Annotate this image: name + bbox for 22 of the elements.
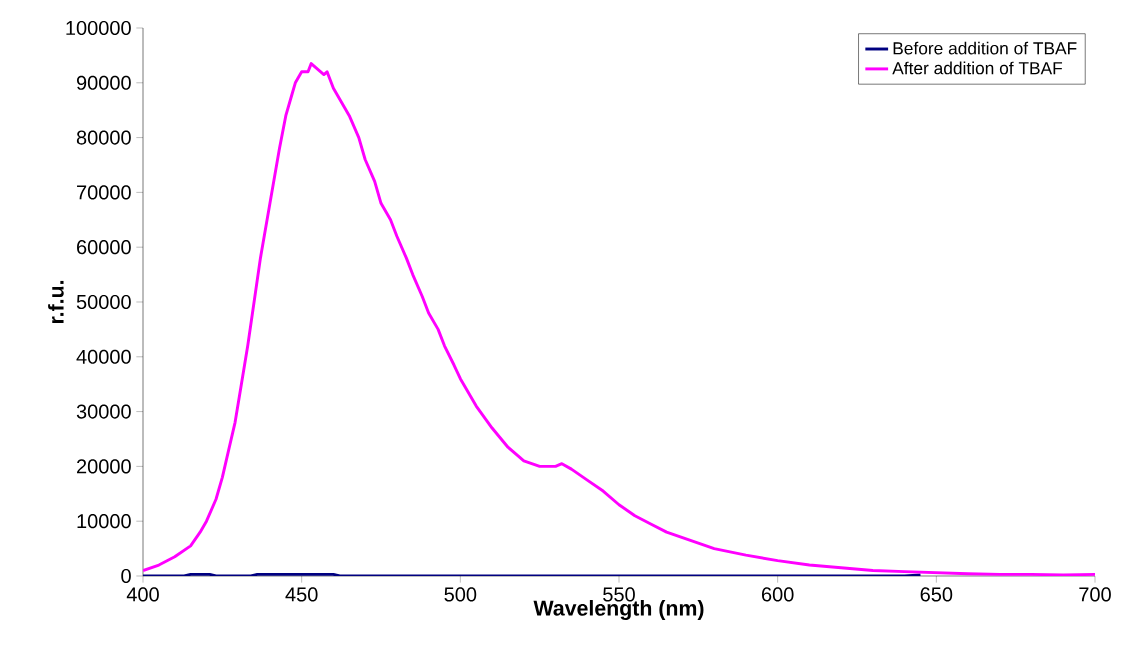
x-tick-label: 400 [126, 587, 159, 602]
x-axis-title: Wavelength (nm) [533, 600, 704, 620]
y-tick-label: 0 [121, 568, 131, 584]
y-tick-label: 100000 [66, 20, 131, 36]
x-tick-label: 450 [285, 587, 318, 602]
y-axis-title: r.f.u. [48, 280, 64, 324]
y-tick-label: 10000 [77, 514, 131, 529]
y-tick-label: 40000 [76, 349, 131, 364]
x-tick-label: 600 [762, 587, 794, 602]
x-tick-label: 650 [920, 587, 953, 602]
legend-label: After addition of TBAF [892, 61, 1063, 75]
y-tick-label: 70000 [77, 185, 131, 200]
x-tick-label: 550 [603, 587, 635, 602]
y-tick-label: 90000 [76, 75, 131, 90]
y-tick-label: 50000 [76, 294, 131, 310]
y-tick-label: 30000 [76, 404, 131, 419]
x-tick-label: 500 [444, 587, 477, 602]
legend-label: Before addition of TBAF [893, 41, 1077, 55]
y-tick-label: 60000 [77, 240, 131, 255]
y-tick-label: 20000 [77, 459, 131, 474]
x-tick-label: 700 [1079, 587, 1111, 602]
y-tick-label: 80000 [76, 130, 131, 145]
